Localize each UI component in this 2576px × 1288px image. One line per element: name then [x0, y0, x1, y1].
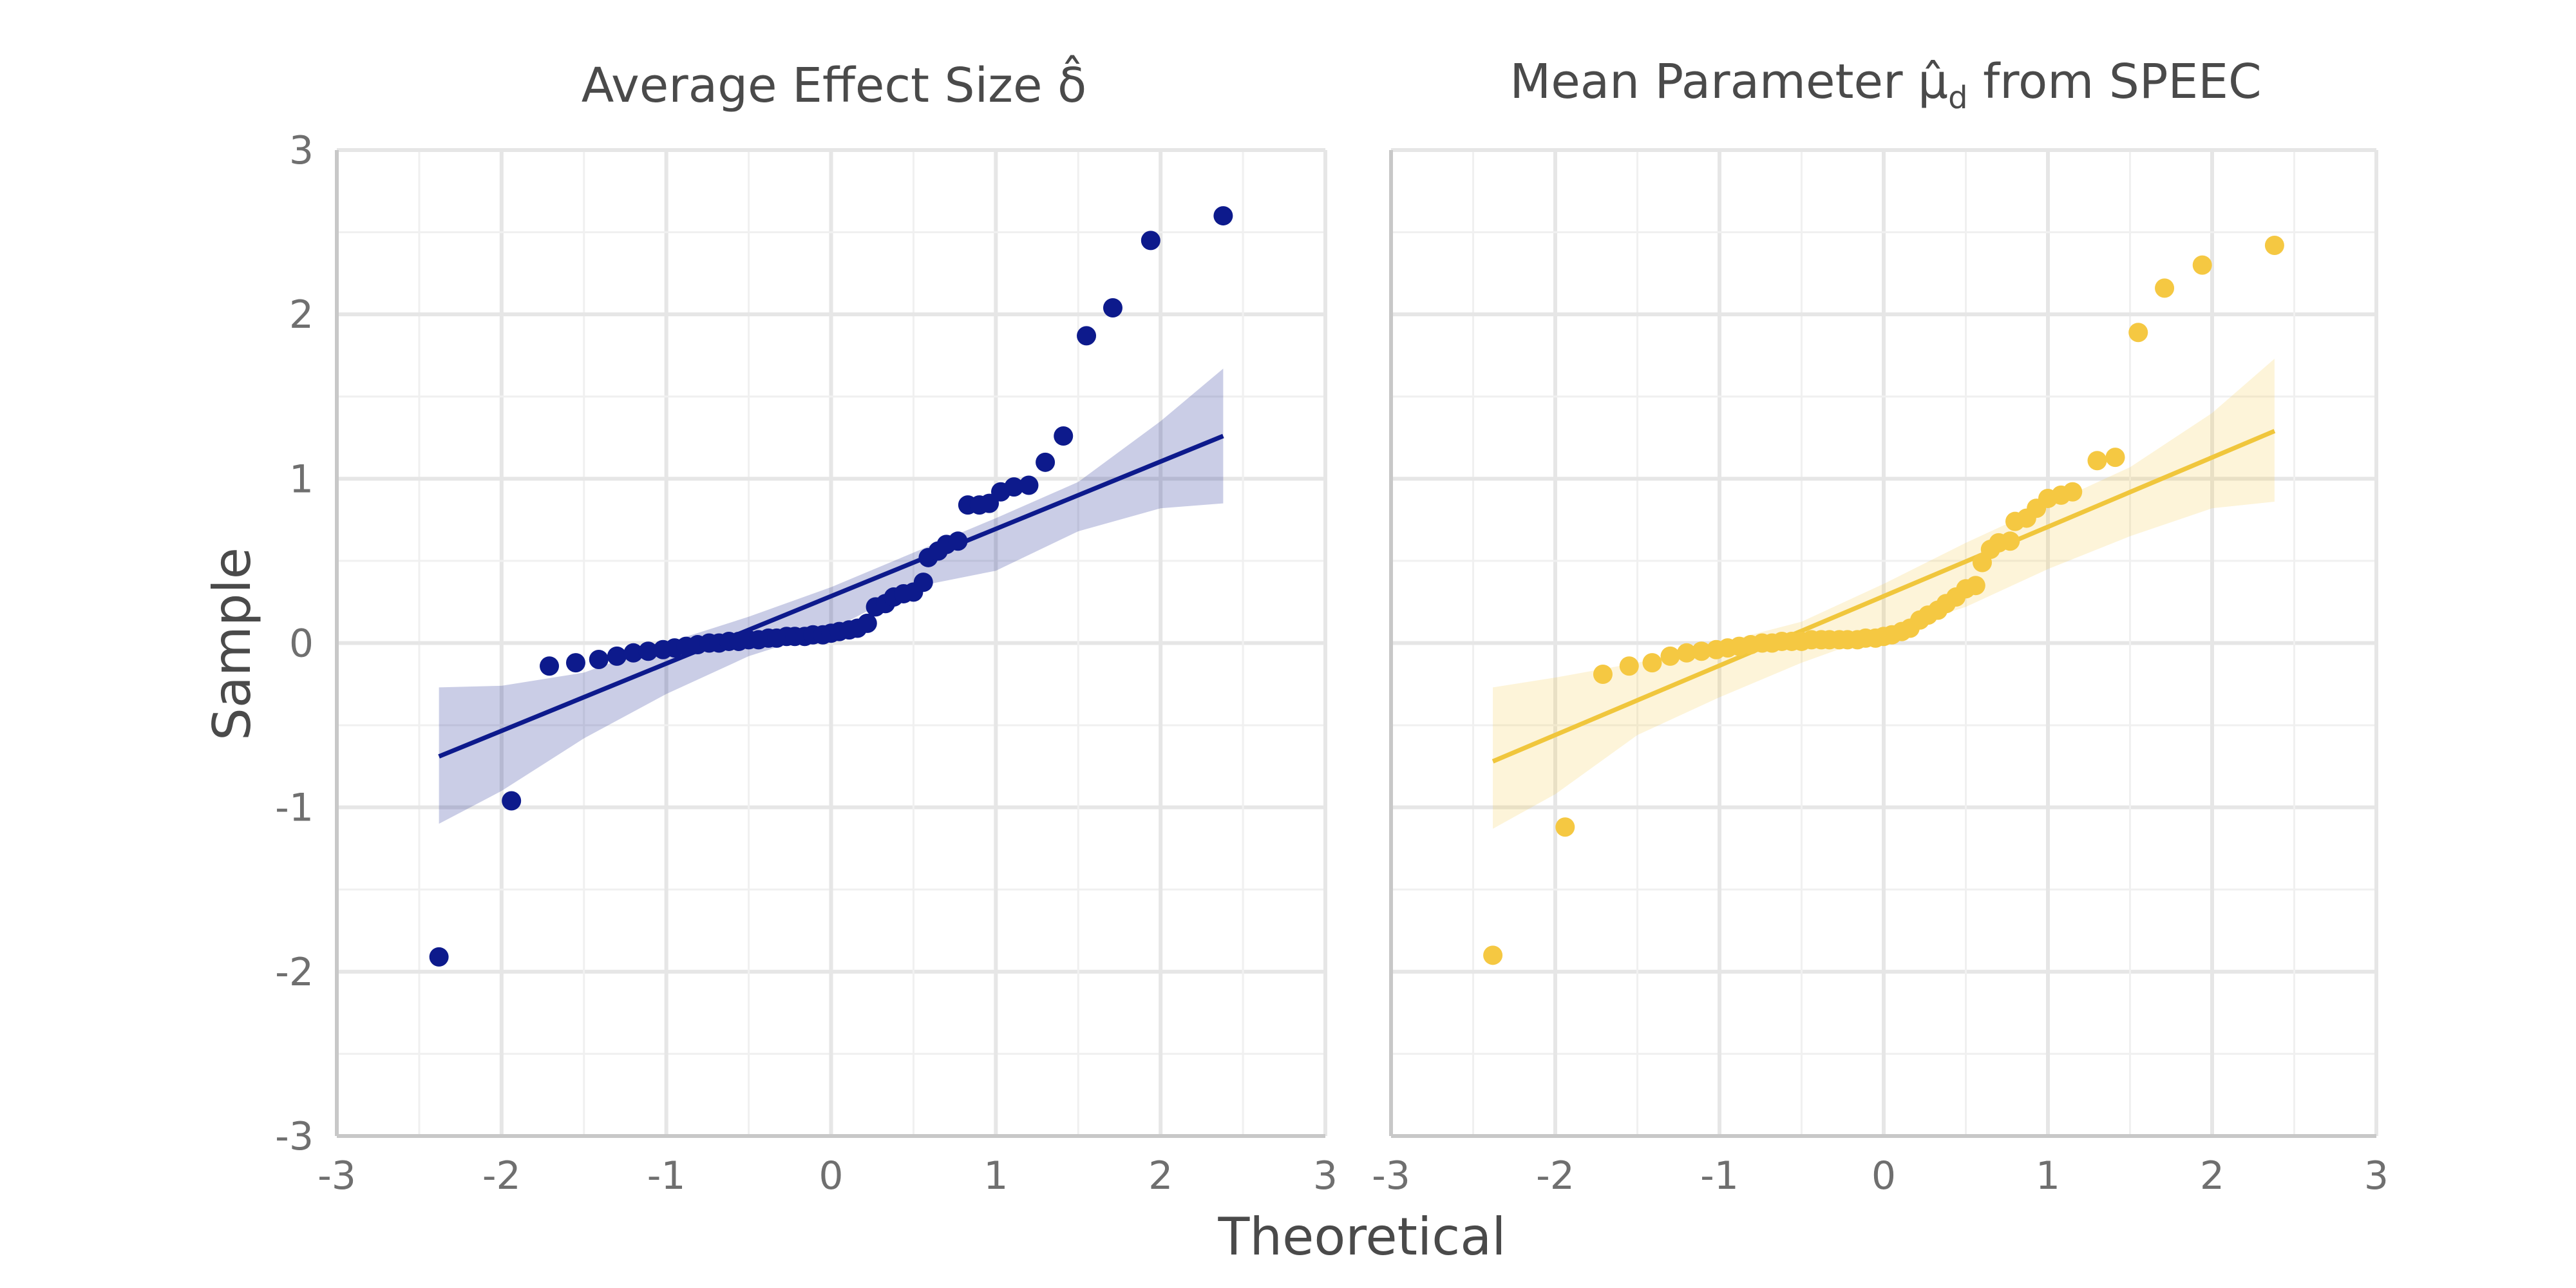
panel-1-title: Mean Parameter μ̂d from SPEEC — [1510, 54, 2261, 116]
panel-1-title-subscript: d — [1948, 80, 1967, 116]
data-point — [2063, 482, 2083, 502]
data-point — [1642, 653, 1662, 673]
x-tick-label: -2 — [482, 1153, 521, 1198]
x-tick-label: -3 — [1372, 1153, 1410, 1198]
panel-1-reference-line — [1492, 429, 2276, 764]
data-point — [502, 791, 522, 811]
panel-average-effect-size: -3 -2 -1 0 1 2 3 3 2 1 0 -1 -2 -3 Average Effect Siz… — [275, 55, 1338, 1198]
reference-line — [438, 433, 1224, 759]
y-tick-label: 2 — [289, 292, 314, 337]
panel-0-reference-line — [438, 433, 1224, 759]
y-tick-label: 1 — [289, 457, 314, 502]
x-tick-label: 0 — [819, 1153, 843, 1198]
data-point — [1077, 326, 1097, 346]
panel-0-grid — [335, 148, 1327, 1138]
data-point — [2087, 451, 2107, 471]
panel-1-confidence-band — [1493, 359, 2275, 829]
data-point — [1677, 643, 1696, 663]
x-tick-label: 0 — [1871, 1153, 1896, 1198]
panel-0-x-tick-labels: -3 -2 -1 0 1 2 3 — [317, 1153, 1338, 1198]
confidence-band — [1493, 359, 2275, 829]
data-point — [1965, 576, 1985, 596]
data-point — [913, 573, 933, 592]
data-point — [857, 613, 877, 633]
data-point — [2192, 255, 2212, 275]
x-tick-label: 3 — [1313, 1153, 1338, 1198]
data-point — [1004, 477, 1024, 497]
data-point — [948, 531, 968, 551]
x-tick-label: 2 — [2200, 1153, 2224, 1198]
x-axis-title: Theoretical — [1218, 1207, 1506, 1267]
y-tick-label: -3 — [275, 1114, 314, 1159]
x-tick-label: 3 — [2364, 1153, 2389, 1198]
data-point — [607, 646, 627, 666]
data-point — [2105, 448, 2125, 468]
data-point — [1036, 452, 1056, 472]
x-tick-label: 1 — [983, 1153, 1008, 1198]
panel-1-points — [1483, 235, 2284, 965]
data-point — [2000, 531, 2020, 551]
x-tick-label: -2 — [1536, 1153, 1575, 1198]
data-point — [589, 650, 609, 670]
data-point — [1019, 475, 1039, 495]
x-tick-label: 1 — [2036, 1153, 2060, 1198]
data-point — [1054, 426, 1074, 446]
data-point — [1141, 231, 1160, 251]
data-point — [2264, 235, 2284, 255]
panel-0-y-tick-labels: 3 2 1 0 -1 -2 -3 — [275, 128, 314, 1159]
data-point — [565, 653, 585, 673]
y-tick-label: 3 — [289, 128, 314, 173]
data-point — [2155, 278, 2175, 298]
panel-0-axes — [335, 150, 1325, 1138]
data-point — [1213, 206, 1233, 226]
x-tick-label: -1 — [1700, 1153, 1739, 1198]
data-point — [2128, 323, 2148, 343]
data-point — [1483, 945, 1503, 965]
panel-0-title: Average Effect Size δ̂ — [582, 55, 1087, 113]
x-tick-label: -1 — [647, 1153, 686, 1198]
y-tick-label: -2 — [275, 950, 314, 995]
panel-mean-parameter: -3 -2 -1 0 1 2 3 Mean Parameter μ̂d from SPEEC — [1372, 54, 2389, 1198]
data-point — [638, 641, 658, 661]
panel-1-axes — [1389, 150, 2376, 1138]
y-tick-label: 0 — [289, 621, 314, 667]
data-point — [429, 947, 449, 967]
panel-0-points — [429, 206, 1233, 967]
data-point — [540, 656, 560, 676]
y-axis-title: Sample — [202, 547, 262, 741]
panel-1-grid — [1389, 148, 2378, 1138]
x-tick-label: -3 — [317, 1153, 356, 1198]
data-point — [1691, 641, 1711, 661]
data-point — [1619, 656, 1639, 676]
data-point — [1660, 646, 1680, 666]
x-tick-label: 2 — [1148, 1153, 1173, 1198]
data-point — [1593, 664, 1613, 684]
y-tick-label: -1 — [275, 786, 314, 831]
reference-line — [1492, 429, 2276, 764]
data-point — [623, 643, 643, 663]
data-point — [1555, 817, 1575, 837]
data-point — [1103, 298, 1122, 317]
panel-1-x-tick-labels: -3 -2 -1 0 1 2 3 — [1372, 1153, 2389, 1198]
